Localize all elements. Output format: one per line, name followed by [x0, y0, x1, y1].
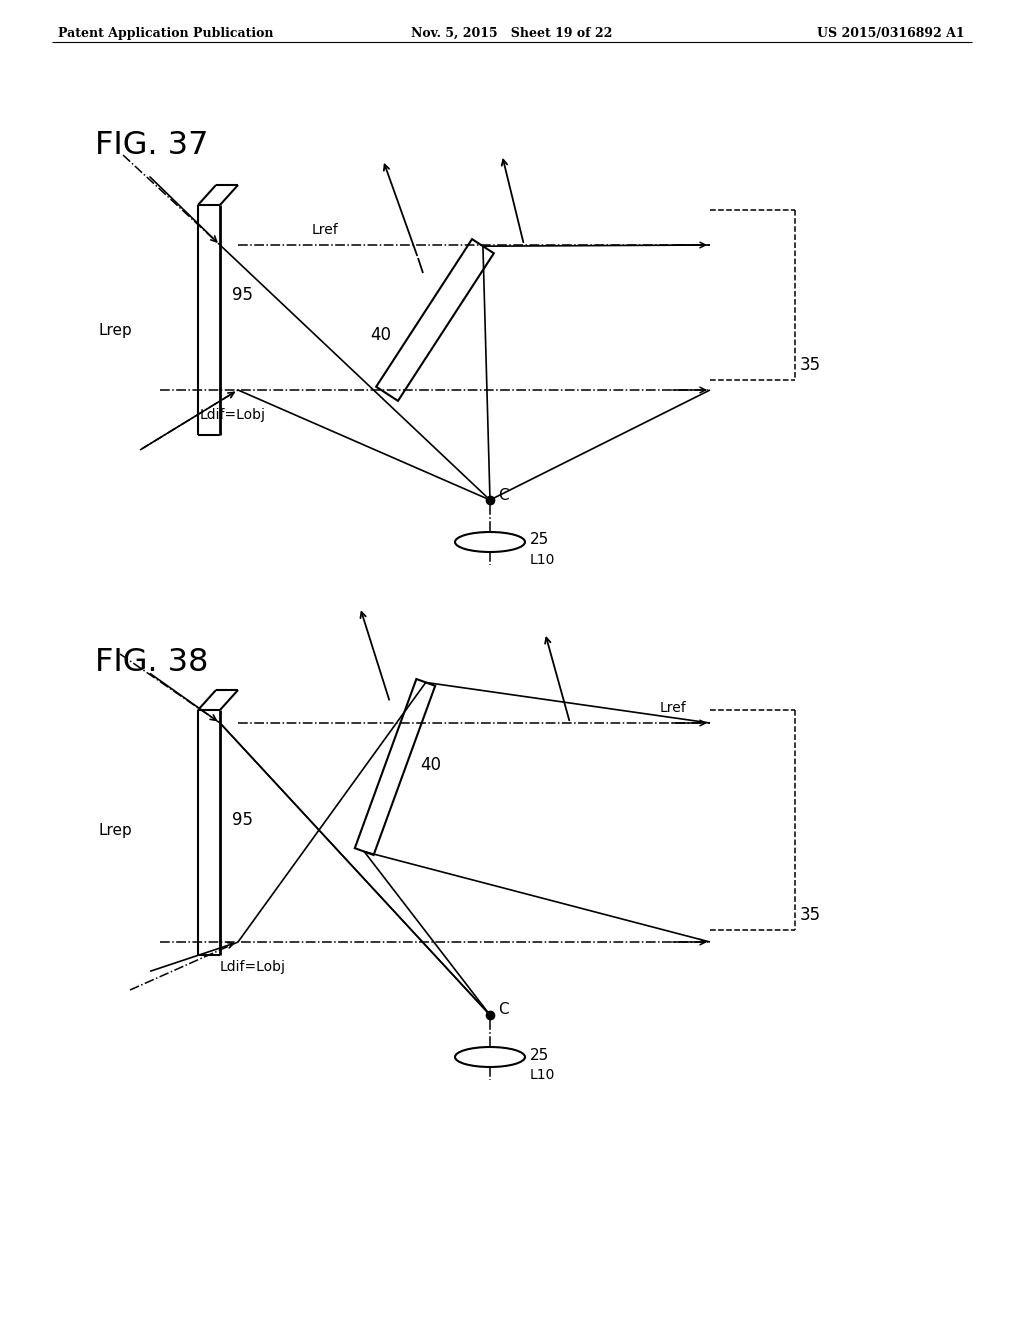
Text: Lref: Lref	[312, 223, 339, 238]
Text: Lrep: Lrep	[98, 322, 132, 338]
Text: C: C	[498, 487, 509, 503]
Text: FIG. 38: FIG. 38	[95, 647, 209, 678]
Text: L10: L10	[530, 553, 555, 568]
Text: Ldif=Lobj: Ldif=Lobj	[200, 408, 266, 422]
Text: Lrep: Lrep	[98, 822, 132, 837]
Text: 35: 35	[800, 906, 821, 924]
Text: Patent Application Publication: Patent Application Publication	[58, 26, 273, 40]
Text: Ldif=Lobj: Ldif=Lobj	[220, 960, 286, 974]
Text: 40: 40	[420, 756, 441, 774]
Text: 35: 35	[800, 356, 821, 374]
Text: 40: 40	[370, 326, 391, 345]
Text: 95: 95	[232, 286, 253, 304]
Text: US 2015/0316892 A1: US 2015/0316892 A1	[817, 26, 965, 40]
Text: 25: 25	[530, 532, 549, 548]
Text: FIG. 37: FIG. 37	[95, 129, 209, 161]
Text: Lref: Lref	[660, 701, 687, 715]
Polygon shape	[355, 678, 435, 855]
Polygon shape	[376, 239, 494, 401]
Text: 95: 95	[232, 810, 253, 829]
Text: C: C	[498, 1002, 509, 1018]
Text: L10: L10	[530, 1068, 555, 1082]
Text: Nov. 5, 2015   Sheet 19 of 22: Nov. 5, 2015 Sheet 19 of 22	[412, 26, 612, 40]
Text: 25: 25	[530, 1048, 549, 1063]
